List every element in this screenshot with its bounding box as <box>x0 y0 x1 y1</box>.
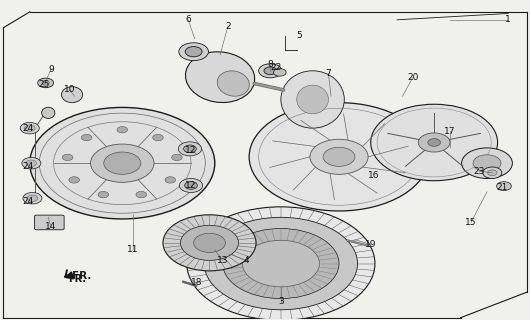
Text: 14: 14 <box>45 222 57 231</box>
Text: 16: 16 <box>368 172 379 180</box>
Circle shape <box>249 103 429 211</box>
Circle shape <box>42 81 49 85</box>
Circle shape <box>27 195 38 201</box>
Circle shape <box>163 215 256 271</box>
Text: 4: 4 <box>244 256 249 265</box>
Circle shape <box>179 179 202 193</box>
Circle shape <box>187 207 375 320</box>
Text: 1: 1 <box>505 15 511 24</box>
Text: 24: 24 <box>23 162 34 171</box>
Circle shape <box>242 240 320 287</box>
Text: 11: 11 <box>127 245 139 254</box>
Circle shape <box>104 152 141 174</box>
Ellipse shape <box>217 71 249 96</box>
Circle shape <box>193 233 225 252</box>
Circle shape <box>223 228 339 299</box>
Circle shape <box>20 123 39 134</box>
Circle shape <box>185 47 202 57</box>
Circle shape <box>63 154 73 161</box>
Circle shape <box>183 145 196 153</box>
Circle shape <box>38 78 54 88</box>
Circle shape <box>81 134 92 141</box>
Ellipse shape <box>186 52 255 102</box>
Text: 3: 3 <box>278 297 284 306</box>
Ellipse shape <box>42 107 55 118</box>
Text: 12: 12 <box>186 146 197 155</box>
Text: 25: 25 <box>38 80 50 89</box>
Circle shape <box>259 64 282 78</box>
Circle shape <box>473 155 501 172</box>
Circle shape <box>69 177 80 183</box>
Text: 17: 17 <box>444 127 456 136</box>
Circle shape <box>22 157 41 169</box>
Text: 22: 22 <box>270 63 281 72</box>
Circle shape <box>370 104 498 181</box>
Circle shape <box>153 134 163 141</box>
Text: 2: 2 <box>225 22 231 31</box>
Text: 12: 12 <box>186 181 197 190</box>
Text: 5: 5 <box>296 31 302 40</box>
Text: 9: 9 <box>48 65 54 74</box>
Circle shape <box>91 144 154 182</box>
Ellipse shape <box>61 87 83 103</box>
Text: 24: 24 <box>23 197 34 206</box>
Circle shape <box>179 43 208 60</box>
Text: 20: 20 <box>408 73 419 82</box>
Circle shape <box>23 193 42 204</box>
Text: 21: 21 <box>496 183 508 192</box>
Circle shape <box>30 108 215 219</box>
Circle shape <box>204 217 358 310</box>
Circle shape <box>488 170 497 176</box>
Circle shape <box>24 125 35 131</box>
Text: 8: 8 <box>268 60 273 69</box>
Circle shape <box>165 177 175 183</box>
Circle shape <box>172 154 182 161</box>
Ellipse shape <box>281 71 344 128</box>
Circle shape <box>180 225 238 260</box>
Text: 10: 10 <box>64 85 75 94</box>
Text: 23: 23 <box>473 167 485 176</box>
Circle shape <box>178 142 201 156</box>
Circle shape <box>117 126 128 133</box>
Text: 6: 6 <box>186 15 191 24</box>
Circle shape <box>418 133 450 152</box>
Ellipse shape <box>297 85 329 114</box>
Circle shape <box>264 67 277 75</box>
Text: FR.: FR. <box>72 271 92 281</box>
Circle shape <box>273 68 286 76</box>
Circle shape <box>462 148 513 179</box>
Circle shape <box>428 139 440 146</box>
Circle shape <box>26 160 37 166</box>
Text: 24: 24 <box>23 124 34 132</box>
Circle shape <box>136 191 146 198</box>
Circle shape <box>323 147 355 166</box>
Circle shape <box>483 167 502 179</box>
Text: 19: 19 <box>365 240 376 249</box>
FancyBboxPatch shape <box>34 215 64 230</box>
Circle shape <box>98 191 109 198</box>
Text: FR.: FR. <box>68 274 86 284</box>
Text: 15: 15 <box>465 218 477 227</box>
Circle shape <box>497 182 511 191</box>
Text: 18: 18 <box>190 278 202 287</box>
Circle shape <box>310 139 368 174</box>
Text: 7: 7 <box>325 69 331 78</box>
Circle shape <box>184 182 197 189</box>
Text: 13: 13 <box>217 256 228 265</box>
